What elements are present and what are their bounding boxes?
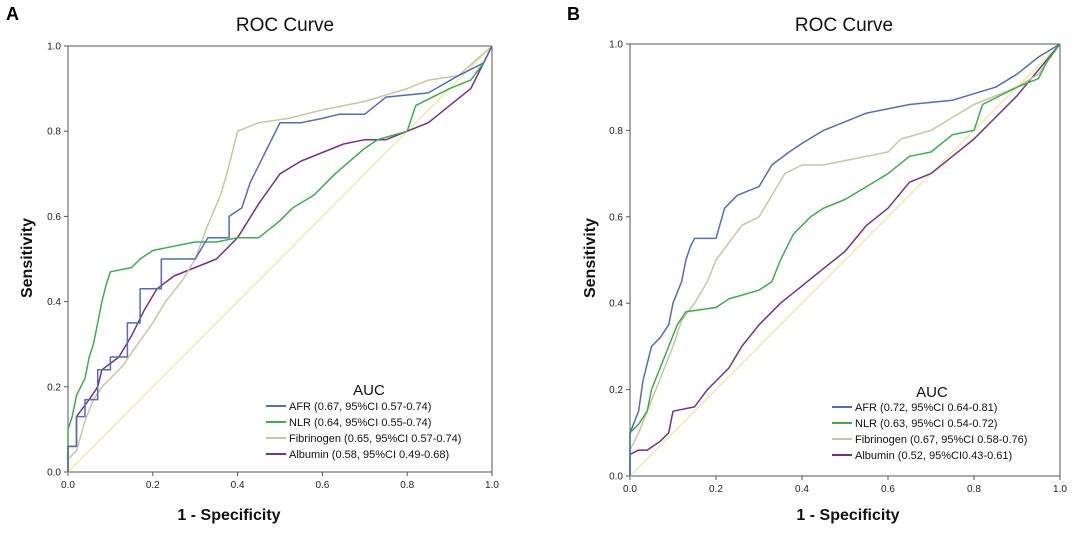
panel-a-x-tick-label: 0.8 xyxy=(400,480,414,491)
panel-b-series-nlr xyxy=(629,43,1061,476)
panel-a-series-albumin xyxy=(67,45,493,472)
panel-b-plot-frame xyxy=(629,43,1061,477)
panel-a-series-afr xyxy=(67,45,493,472)
panel-b-x-tick-label: 0.4 xyxy=(795,484,809,495)
panel-b-legend-label-fibrinogen: Fibrinogen (0.67, 95%CI 0.58-0.76) xyxy=(855,434,1027,446)
panel-b: B ROC Curve 0.0 0.2 0.4 0.6 0.8 1.00.00.20.40… xyxy=(567,4,1067,524)
panel-a-y-tick-label: 0.4 xyxy=(47,297,61,308)
panel-a-x-tick-label: 0.4 xyxy=(231,480,245,491)
panel-a-legend-title: AUC xyxy=(353,382,385,399)
panel-b-x-tick-label: 1.0 xyxy=(1053,484,1067,495)
panel-b-y-tick-label: 0.4 xyxy=(609,299,623,310)
panel-a-y-tick-label: 0.2 xyxy=(47,382,61,393)
panel-b-x-axis-label: 1 - Specificity xyxy=(796,507,899,524)
panel-a-x-axis-label: 1 - Specificity xyxy=(177,507,280,524)
panel-a-letter: A xyxy=(6,4,19,24)
panel-b-x-tick-label: 0.0 xyxy=(623,484,637,495)
panel-a-x-tick-label: 1.0 xyxy=(485,480,499,491)
panel-a-reference-line xyxy=(67,45,493,473)
panel-b-legend-label-nlr: NLR (0.63, 95%CI 0.54-0.72) xyxy=(855,418,997,430)
panel-a-legend-label-albumin: Albumin (0.58, 95%CI 0.49-0.68) xyxy=(289,449,449,461)
panel-b-series-afr xyxy=(629,43,1061,476)
panel-b-series-albumin xyxy=(629,43,1061,476)
panel-b-legend: AFR (0.72, 95%CI 0.64-0.81) NLR (0.63, 95… xyxy=(832,402,1027,462)
panel-b-x-tick-label: 0.6 xyxy=(881,484,895,495)
panel-a-series-nlr xyxy=(67,45,493,472)
panel-a-legend-label-fibrinogen: Fibrinogen (0.65, 95%CI 0.57-0.74) xyxy=(289,433,461,445)
panel-b-y-tick-label: 0.8 xyxy=(609,126,623,137)
panel-a-y-axis-label: Sensitivity xyxy=(19,218,36,298)
panel-a-y-tick-label: 1.0 xyxy=(47,42,61,53)
panel-a-x-tick-label: 0.0 xyxy=(61,480,75,491)
panel-b-y-tick-label: 0.2 xyxy=(609,385,623,396)
panel-a-legend-label-afr: AFR (0.67, 95%CI 0.57-0.74) xyxy=(289,401,431,413)
panel-a-legend: AFR (0.67, 95%CI 0.57-0.74) NLR (0.64, 95… xyxy=(266,401,461,461)
panel-b-x-tick-label: 0.2 xyxy=(709,484,723,495)
panel-a-legend-label-nlr: NLR (0.64, 95%CI 0.55-0.74) xyxy=(289,417,431,429)
panel-b-title: ROC Curve xyxy=(795,15,893,36)
panel-a-y-tick-label: 0.8 xyxy=(47,127,61,138)
panel-b-y-tick-label: 0.0 xyxy=(609,472,623,483)
panel-a-y-tick-label: 0.0 xyxy=(47,468,61,479)
panel-b-legend-title: AUC xyxy=(916,384,948,401)
panel-a-y-tick-label: 0.6 xyxy=(47,212,61,223)
panel-b-reference-line xyxy=(629,43,1061,477)
panel-b-series-fibrinogen xyxy=(629,43,1061,476)
panel-b-y-tick-label: 1.0 xyxy=(609,40,623,51)
panel-b-letter: B xyxy=(567,4,580,24)
panel-a-x-tick-label: 0.6 xyxy=(315,480,329,491)
panel-b-legend-label-albumin: Albumin (0.52, 95%CI0.43-0.61) xyxy=(855,450,1012,462)
panel-b-x-tick-label: 0.8 xyxy=(967,484,981,495)
panel-b-legend-label-afr: AFR (0.72, 95%CI 0.64-0.81) xyxy=(855,402,997,414)
panel-a-plot-frame xyxy=(67,45,493,473)
panel-b-y-axis-label: Sensitivity xyxy=(582,218,599,298)
panel-a-x-tick-label: 0.2 xyxy=(146,480,160,491)
panel-a: A ROC Curve 0.0 0.2 0.4 0.6 0.8 1.00.00.20.40… xyxy=(6,4,499,524)
panel-a-plot-area: 0.0 0.2 0.4 0.6 0.8 1.0 0.0 0.2 0.4 0.6 0.8 1.0 xyxy=(47,42,499,492)
panel-a-title: ROC Curve xyxy=(236,15,334,36)
panel-b-plot-area: 0.0 0.2 0.4 0.6 0.8 1.0 0.0 0.2 0.4 0.6 0.8 1.0 xyxy=(609,40,1067,496)
panel-b-y-tick-label: 0.6 xyxy=(609,212,623,223)
